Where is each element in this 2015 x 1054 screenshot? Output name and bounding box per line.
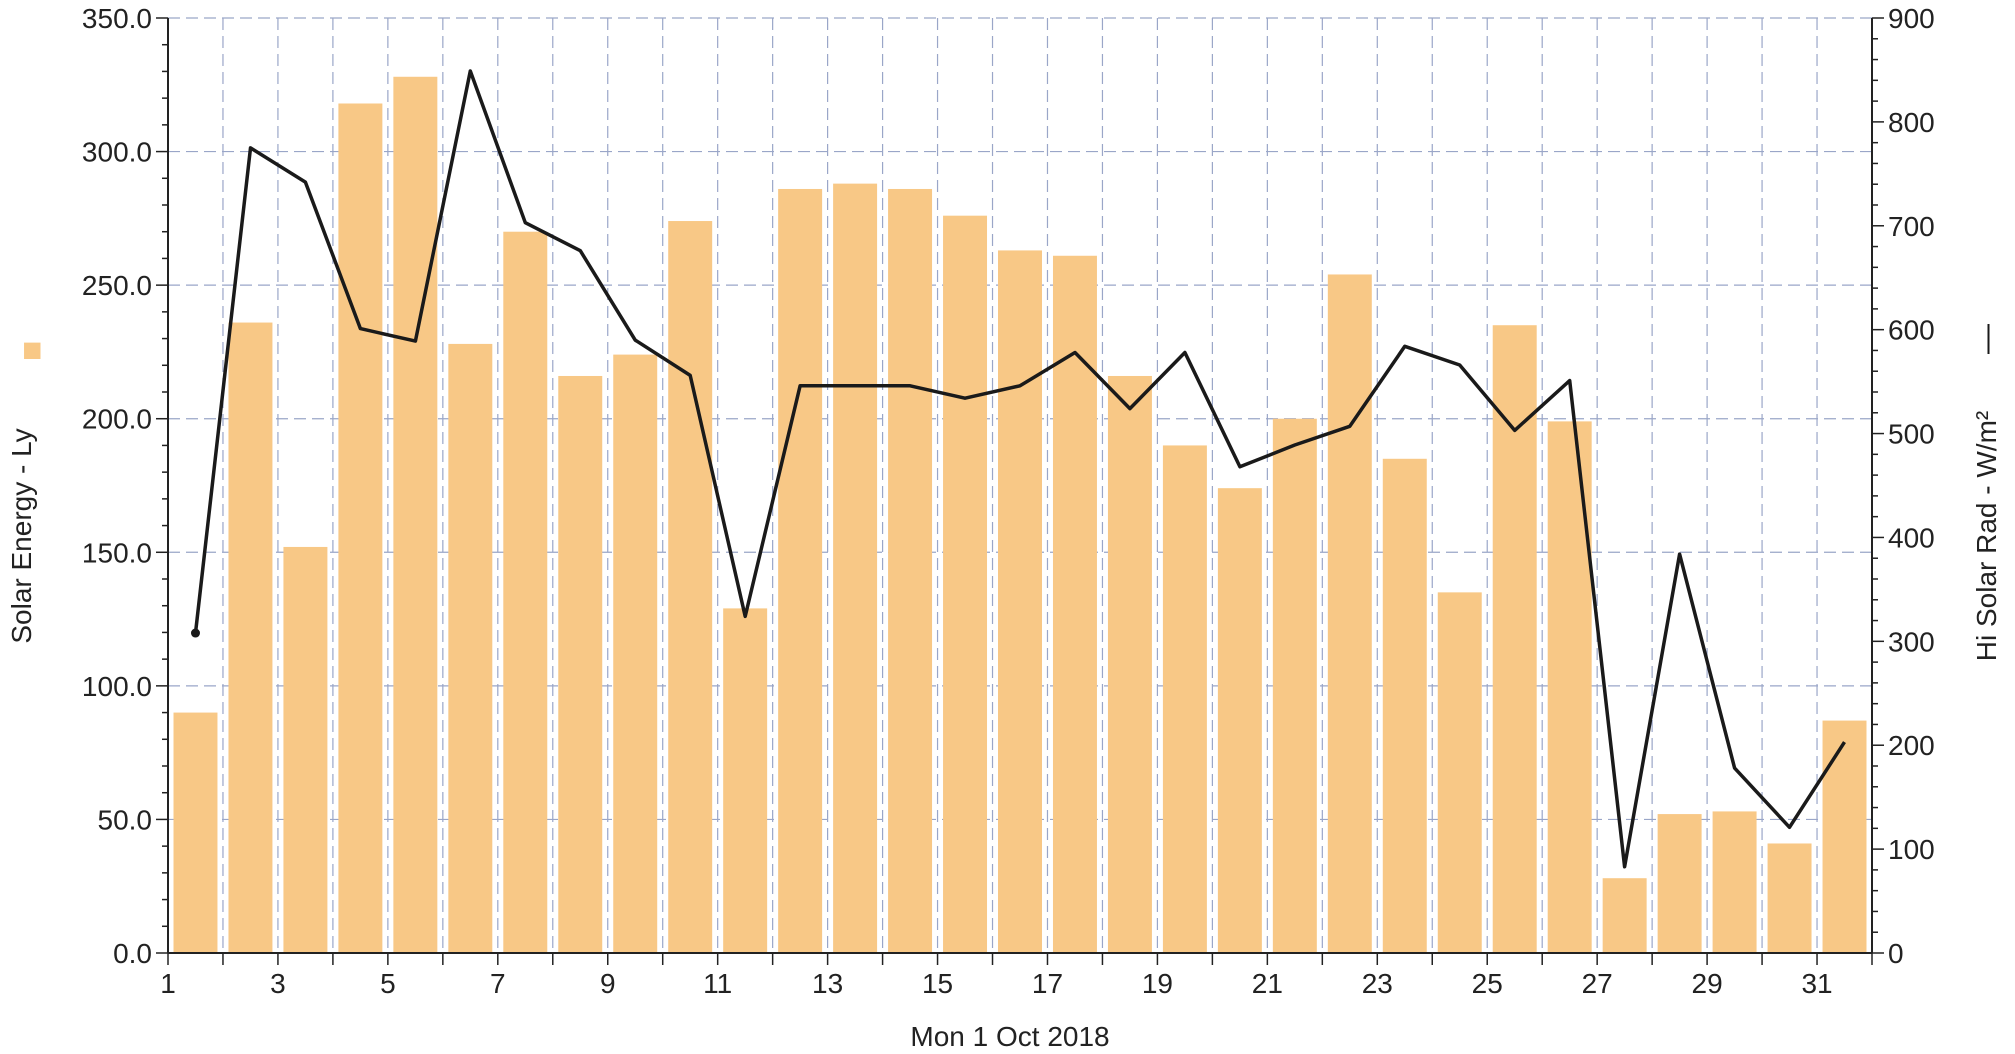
right-axis-title: Hi Solar Rad - W/m² xyxy=(1971,411,2002,661)
bar xyxy=(1437,592,1482,953)
bar xyxy=(1767,843,1812,953)
bar xyxy=(833,183,878,954)
bar xyxy=(283,546,328,953)
bar-series xyxy=(173,76,1867,954)
left-tick-label: 150.0 xyxy=(82,537,152,568)
right-tick-label: 0 xyxy=(1888,938,1904,969)
left-tick-label: 0.0 xyxy=(113,938,152,969)
bar xyxy=(448,343,493,953)
line-series xyxy=(190,69,1846,869)
left-tick-label: 50.0 xyxy=(98,804,153,835)
tick-labels: 0.0 50.0 100.0 150.0 200.0 250.0 300.0 350.0 0 10… xyxy=(82,3,1935,999)
bar xyxy=(393,76,438,954)
x-tick-label: 19 xyxy=(1142,968,1173,999)
x-tick-label: 7 xyxy=(490,968,506,999)
left-legend-symbol: ■ xyxy=(22,331,43,369)
bar xyxy=(1217,488,1262,953)
right-tick-label: 500 xyxy=(1888,419,1935,450)
bar xyxy=(503,231,548,953)
x-tick-label: 11 xyxy=(703,968,732,999)
x-tick-label: 17 xyxy=(1032,968,1063,999)
bar xyxy=(1382,458,1427,953)
left-tick-label: 350.0 xyxy=(82,3,152,34)
bar xyxy=(1712,811,1757,953)
bar xyxy=(228,322,273,953)
right-legend-symbol: — xyxy=(1970,324,2003,354)
bar xyxy=(613,354,658,954)
bar xyxy=(1492,325,1537,953)
bar xyxy=(888,188,933,953)
right-tick-label: 100 xyxy=(1888,834,1935,865)
x-tick-label: 21 xyxy=(1252,968,1283,999)
x-tick-label: 13 xyxy=(812,968,843,999)
x-tick-label: 9 xyxy=(600,968,616,999)
right-tick-label: 200 xyxy=(1888,730,1935,761)
x-tick-label: 23 xyxy=(1362,968,1393,999)
right-tick-label: 600 xyxy=(1888,315,1935,346)
left-tick-label: 100.0 xyxy=(82,671,152,702)
x-axis-title: Mon 1 Oct 2018 xyxy=(910,1021,1109,1052)
x-tick-label: 1 xyxy=(160,968,176,999)
right-tick-label: 300 xyxy=(1888,626,1935,657)
bar xyxy=(173,712,218,953)
bar xyxy=(1272,418,1317,953)
bar xyxy=(1602,878,1647,953)
right-tick-label: 700 xyxy=(1888,211,1935,242)
bar xyxy=(668,221,713,953)
bar xyxy=(1327,274,1372,953)
x-tick-label: 25 xyxy=(1472,968,1503,999)
line-start-point xyxy=(190,628,200,638)
x-tick-label: 29 xyxy=(1692,968,1723,999)
left-tick-label: 200.0 xyxy=(82,404,152,435)
x-tick-label: 27 xyxy=(1582,968,1613,999)
bar xyxy=(1052,255,1097,953)
bar xyxy=(723,608,768,953)
line-hi-solar-rad xyxy=(193,69,1846,869)
x-tick-label: 3 xyxy=(270,968,286,999)
left-axis-title: Solar Energy - Ly xyxy=(6,428,37,643)
left-tick-label: 250.0 xyxy=(82,270,152,301)
x-tick-label: 5 xyxy=(380,968,396,999)
bar xyxy=(943,215,988,953)
left-tick-label: 300.0 xyxy=(82,137,152,168)
right-tick-label: 900 xyxy=(1888,3,1935,34)
right-tick-label: 800 xyxy=(1888,107,1935,138)
x-tick-label: 15 xyxy=(922,968,953,999)
bar xyxy=(1162,445,1207,953)
bar xyxy=(998,250,1042,953)
bar xyxy=(1657,814,1702,953)
bar xyxy=(1822,720,1867,953)
bar xyxy=(558,375,603,953)
right-tick-label: 400 xyxy=(1888,522,1935,553)
axes xyxy=(156,17,1884,965)
bar xyxy=(338,103,383,953)
bar xyxy=(1107,375,1152,953)
x-tick-label: 31 xyxy=(1801,968,1832,999)
bar xyxy=(778,188,823,953)
